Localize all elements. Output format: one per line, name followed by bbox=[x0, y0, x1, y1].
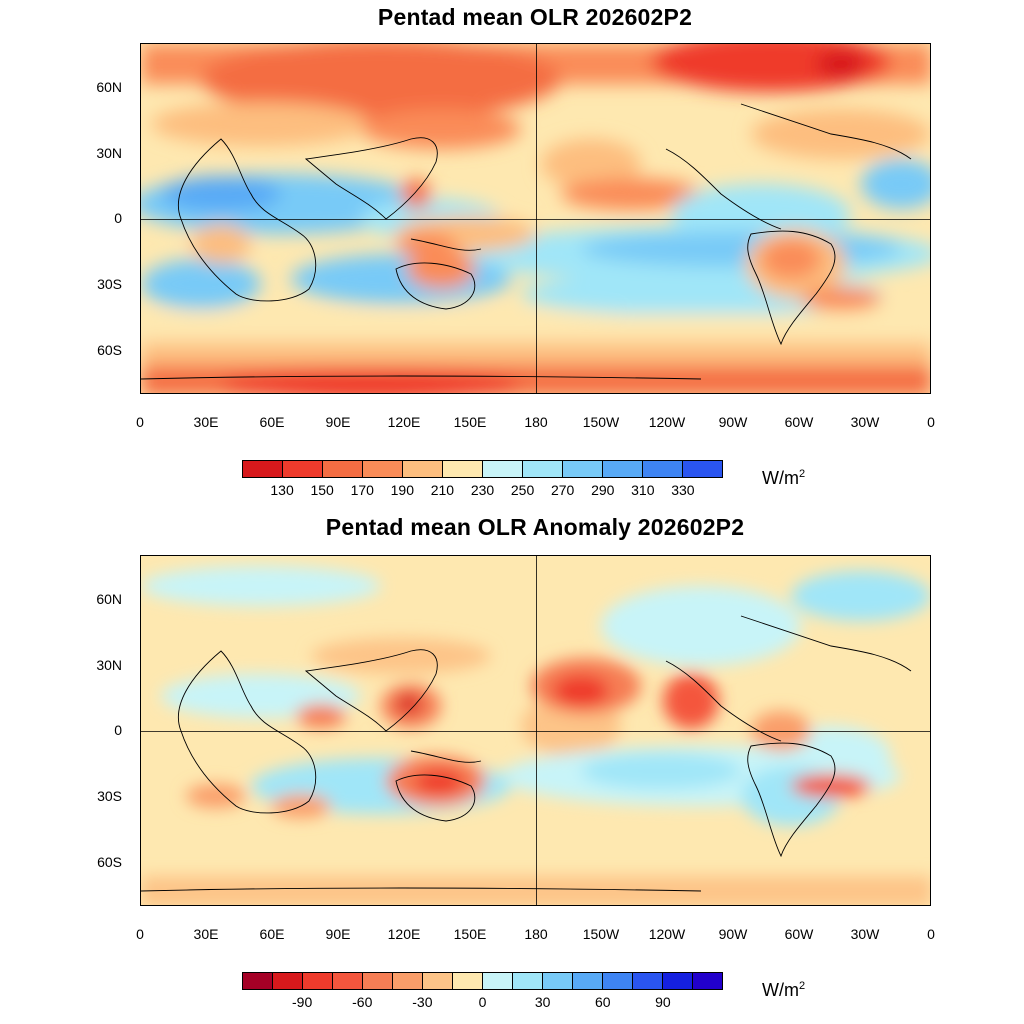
olr-anomaly-map bbox=[140, 555, 931, 906]
lon-label: 150E bbox=[453, 926, 487, 942]
lon-label: 150W bbox=[582, 414, 620, 430]
lon-label: 180 bbox=[524, 926, 548, 942]
colorbar-label: -30 bbox=[412, 994, 433, 1010]
colorbar-swatch bbox=[243, 461, 283, 477]
colorbar-label: 230 bbox=[470, 482, 495, 498]
colorbar-swatch bbox=[513, 973, 543, 989]
lon-label: 180 bbox=[524, 414, 548, 430]
lon-label: 90W bbox=[718, 926, 748, 942]
lon-label: 30W bbox=[850, 414, 880, 430]
colorbar-swatch bbox=[693, 973, 722, 989]
colorbar-label: 190 bbox=[390, 482, 414, 498]
colorbar-swatch bbox=[563, 461, 603, 477]
lat-label: 30N bbox=[96, 657, 122, 673]
lon-label: 120E bbox=[387, 414, 421, 430]
lon-label: 60E bbox=[259, 926, 285, 942]
lon-label: 120E bbox=[387, 926, 421, 942]
olr-field bbox=[141, 44, 930, 393]
lat-label: 0 bbox=[114, 210, 122, 226]
lon-label: 60W bbox=[784, 926, 814, 942]
lat-label: 60S bbox=[97, 854, 122, 870]
lat-label: 30S bbox=[97, 276, 122, 292]
colorbar-swatch bbox=[393, 973, 423, 989]
lon-label: 90E bbox=[325, 414, 351, 430]
colorbar-unit: W/m2 bbox=[762, 980, 806, 1000]
lon-label: 30E bbox=[193, 414, 219, 430]
lat-label: 60N bbox=[96, 79, 122, 95]
lon-label: 60E bbox=[259, 414, 285, 430]
lon-label: 0 bbox=[136, 414, 144, 430]
colorbar-swatch bbox=[523, 461, 563, 477]
colorbar bbox=[242, 972, 723, 990]
colorbar bbox=[242, 460, 723, 478]
lat-label: 60N bbox=[96, 591, 122, 607]
lon-label: 120W bbox=[648, 414, 686, 430]
colorbar-unit: W/m2 bbox=[762, 468, 806, 488]
colorbar-label: 0 bbox=[478, 994, 487, 1010]
colorbar-swatch bbox=[273, 973, 303, 989]
colorbar-swatch bbox=[283, 461, 323, 477]
lon-label: 0 bbox=[927, 414, 935, 430]
colorbar-swatch bbox=[603, 973, 633, 989]
lon-label: 0 bbox=[927, 926, 935, 942]
colorbar-label: 60 bbox=[594, 994, 611, 1010]
colorbar-label: 290 bbox=[591, 482, 615, 498]
colorbar-label: 90 bbox=[655, 994, 671, 1010]
colorbar-label: 270 bbox=[550, 482, 575, 498]
colorbar-label: 170 bbox=[350, 482, 374, 498]
colorbar-swatch bbox=[603, 461, 643, 477]
lat-label: 30S bbox=[97, 788, 122, 804]
map-title: Pentad mean OLR 202602P2 bbox=[377, 4, 693, 30]
colorbar-label: -60 bbox=[352, 994, 373, 1010]
lon-label: 30E bbox=[193, 926, 219, 942]
colorbar-label: 310 bbox=[631, 482, 655, 498]
lon-label: 90W bbox=[718, 414, 748, 430]
colorbar-swatch bbox=[633, 973, 663, 989]
colorbar-swatch bbox=[543, 973, 573, 989]
olr-anomaly-field bbox=[141, 556, 930, 905]
colorbar-swatch bbox=[363, 461, 403, 477]
colorbar-swatch bbox=[453, 973, 483, 989]
lon-label: 120W bbox=[648, 926, 686, 942]
map-title: Pentad mean OLR Anomaly 202602P2 bbox=[325, 514, 745, 540]
colorbar-swatch bbox=[483, 973, 513, 989]
colorbar-label: 330 bbox=[671, 482, 695, 498]
lon-label: 150W bbox=[582, 926, 620, 942]
lat-label: 30N bbox=[96, 145, 122, 161]
colorbar-label: -90 bbox=[292, 994, 313, 1010]
colorbar-label: 30 bbox=[534, 994, 551, 1010]
lon-label: 150E bbox=[453, 414, 487, 430]
colorbar-swatch bbox=[683, 461, 722, 477]
colorbar-swatch bbox=[643, 461, 683, 477]
colorbar-swatch bbox=[573, 973, 603, 989]
colorbar-swatch bbox=[443, 461, 483, 477]
colorbar-swatch bbox=[483, 461, 523, 477]
colorbar-label: 130 bbox=[270, 482, 294, 498]
colorbar-label: 150 bbox=[310, 482, 334, 498]
lat-label: 0 bbox=[114, 722, 122, 738]
olr-map bbox=[140, 43, 931, 394]
colorbar-swatch bbox=[363, 973, 393, 989]
colorbar-swatch bbox=[323, 461, 363, 477]
colorbar-swatch bbox=[403, 461, 443, 477]
lon-label: 90E bbox=[325, 926, 351, 942]
colorbar-swatch bbox=[303, 973, 333, 989]
colorbar-swatch bbox=[243, 973, 273, 989]
lat-label: 60S bbox=[97, 342, 122, 358]
colorbar-label: 250 bbox=[510, 482, 535, 498]
lon-label: 30W bbox=[850, 926, 880, 942]
colorbar-swatch bbox=[423, 973, 453, 989]
colorbar-label: 210 bbox=[430, 482, 455, 498]
lon-label: 0 bbox=[136, 926, 144, 942]
colorbar-swatch bbox=[333, 973, 363, 989]
colorbar-swatch bbox=[663, 973, 693, 989]
lon-label: 60W bbox=[784, 414, 814, 430]
